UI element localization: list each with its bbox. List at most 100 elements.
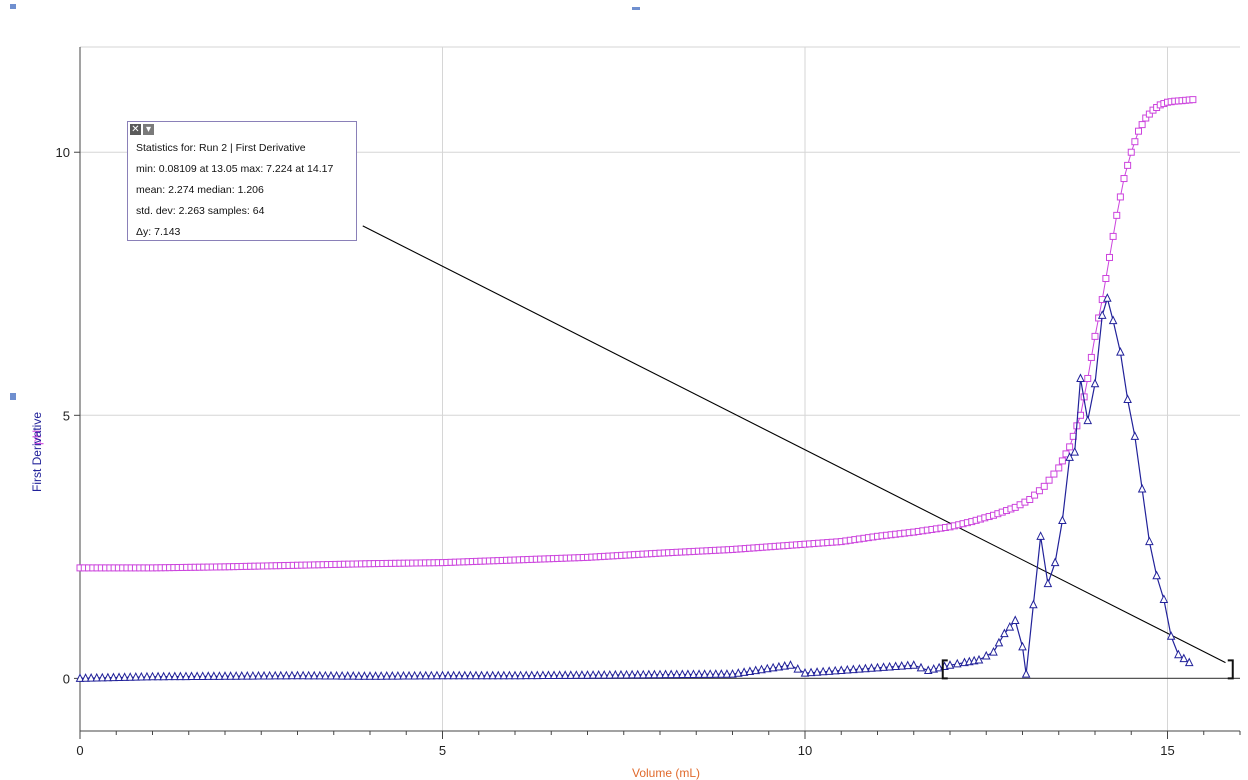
derivative-point xyxy=(633,669,643,679)
derivative-point xyxy=(237,671,247,680)
derivative-point xyxy=(142,671,152,681)
selection-bracket xyxy=(941,659,948,680)
series-ph[interactable] xyxy=(76,96,1197,572)
ph-point xyxy=(1045,476,1053,484)
derivative-point xyxy=(605,669,615,679)
derivative-point xyxy=(438,670,447,680)
derivative-point xyxy=(181,671,191,681)
derivative-point xyxy=(745,666,755,675)
derivative-point xyxy=(159,671,168,681)
derivative-point xyxy=(1152,570,1161,580)
ph-point xyxy=(1142,114,1150,122)
series-first-derivative[interactable] xyxy=(75,293,1194,682)
derivative-point xyxy=(454,670,464,680)
options-icon[interactable]: ▾ xyxy=(143,124,154,135)
ph-point xyxy=(1127,148,1135,156)
derivative-point xyxy=(1137,483,1147,493)
derivative-point xyxy=(1108,315,1118,325)
statistics-box[interactable]: ✕ ▾ Statistics for: Run 2 | First Deriva… xyxy=(127,121,357,241)
derivative-point xyxy=(903,660,913,670)
derivative-point xyxy=(786,660,795,669)
derivative-point xyxy=(443,670,453,680)
ph-point xyxy=(1077,411,1084,419)
derivative-point xyxy=(739,667,749,676)
derivative-point xyxy=(382,671,392,680)
ph-point xyxy=(1040,482,1048,490)
derivative-point xyxy=(873,662,882,672)
derivative-point xyxy=(780,661,790,670)
derivative-point xyxy=(449,670,458,680)
derivative-point xyxy=(555,670,564,679)
derivative-point xyxy=(762,663,772,673)
derivative-point xyxy=(774,661,784,671)
stats-title: Statistics for: Run 2 | First Derivative xyxy=(136,142,306,154)
derivative-point xyxy=(1174,649,1183,659)
derivative-point xyxy=(757,664,766,674)
derivative-point xyxy=(861,663,870,673)
close-icon[interactable]: ✕ xyxy=(130,124,141,135)
derivative-point xyxy=(806,667,816,677)
ph-point xyxy=(1102,275,1110,283)
derivative-point xyxy=(599,669,609,679)
derivative-point xyxy=(415,670,425,680)
derivative-point xyxy=(611,669,620,679)
derivative-point xyxy=(717,669,726,678)
x-tick-label: 15 xyxy=(1160,743,1174,758)
derivative-point xyxy=(830,665,840,675)
derivative-point xyxy=(527,670,537,680)
derivative-point xyxy=(499,670,509,680)
ph-point xyxy=(1091,332,1099,340)
derivative-point xyxy=(103,672,113,682)
derivative-point xyxy=(711,669,721,678)
x-tick-label: 5 xyxy=(439,743,446,758)
derivative-point xyxy=(348,671,358,680)
derivative-point xyxy=(751,665,761,675)
derivative-point xyxy=(460,670,470,680)
derivative-point xyxy=(909,660,919,669)
derivative-point xyxy=(566,670,576,679)
derivative-point xyxy=(321,670,330,680)
derivative-point xyxy=(1000,628,1009,638)
derivative-point xyxy=(855,664,864,673)
derivative-point xyxy=(733,668,743,677)
ph-point xyxy=(1138,121,1146,129)
derivative-point xyxy=(879,662,888,671)
derivative-point xyxy=(1103,293,1112,302)
derivative-point xyxy=(176,671,185,681)
derivative-point xyxy=(689,669,698,678)
ph-point xyxy=(1035,487,1043,495)
derivative-point xyxy=(981,650,991,660)
stats-mean-median: mean: 2.274 median: 1.206 xyxy=(136,184,264,196)
axis-handle[interactable] xyxy=(10,393,16,400)
derivative-point xyxy=(226,671,235,680)
derivative-point xyxy=(1050,557,1060,567)
derivative-point xyxy=(700,669,709,678)
ph-point xyxy=(1189,96,1197,104)
x-tick-label: 10 xyxy=(798,743,812,758)
derivative-point xyxy=(897,660,906,670)
derivative-point xyxy=(672,669,682,679)
derivative-point xyxy=(768,662,778,672)
derivative-point xyxy=(655,669,665,679)
derivative-point xyxy=(477,670,486,680)
derivative-point xyxy=(332,670,341,680)
derivative-point xyxy=(644,669,654,679)
stats-min-max: min: 0.08109 at 13.05 max: 7.224 at 14.1… xyxy=(136,163,334,175)
derivative-point xyxy=(287,670,297,680)
derivative-point xyxy=(1166,631,1176,640)
derivative-point xyxy=(365,671,375,680)
derivative-point xyxy=(728,669,737,678)
derivative-point xyxy=(945,660,955,669)
derivative-point xyxy=(1116,347,1125,356)
derivative-point xyxy=(677,669,687,679)
derivative-point xyxy=(114,672,124,682)
ph-point xyxy=(1113,211,1121,219)
y-tick-label: 10 xyxy=(56,145,70,160)
derivative-point xyxy=(510,670,520,680)
selection-brackets[interactable] xyxy=(941,659,1234,680)
derivative-point xyxy=(298,670,308,680)
derivative-point xyxy=(891,661,900,671)
derivative-point xyxy=(577,670,587,679)
derivative-point xyxy=(343,671,353,680)
derivative-point xyxy=(1029,599,1038,609)
